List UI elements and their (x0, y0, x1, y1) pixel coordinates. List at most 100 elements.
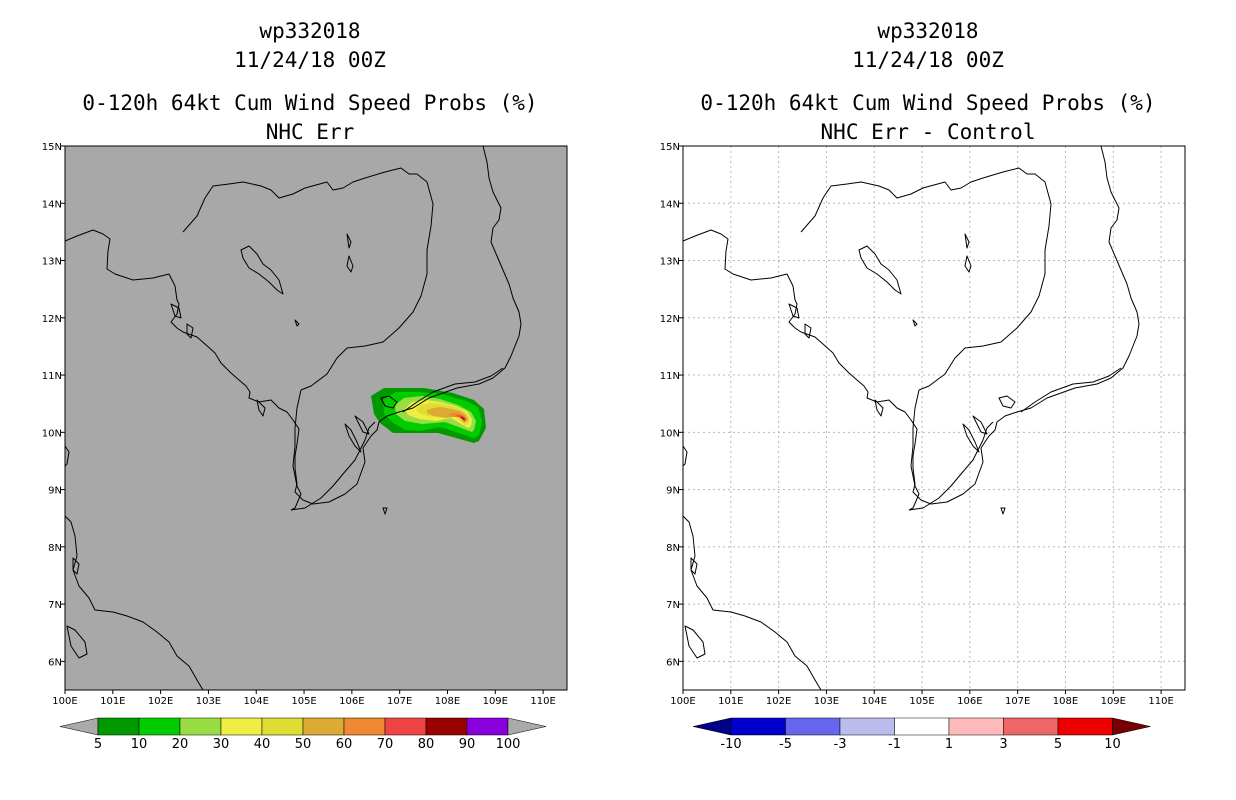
right-title: 0-120h 64kt Cum Wind Speed Probs (%) (700, 91, 1155, 115)
right-lat-label: 12N (660, 314, 680, 325)
left-lon-label: 101E (100, 696, 125, 707)
left-colorbar-box (425, 717, 468, 736)
right-lon-label: 110E (1148, 696, 1173, 707)
left-colorbar-box (220, 717, 263, 736)
right-lon-label: 108E (1053, 696, 1078, 707)
left-colorbar: 5 10 20 30 40 50 60 70 80 90 100 (59, 717, 547, 752)
left-title: 0-120h 64kt Cum Wind Speed Probs (%) (82, 91, 537, 115)
left-lat-label: 9N (48, 486, 62, 497)
left-colorbar-label: 10 (131, 737, 148, 752)
right-colorbar-label: -5 (779, 737, 792, 752)
left-colorbar-box (466, 717, 509, 736)
right-colorbar-label: 5 (1054, 737, 1062, 752)
left-lat-label: 14N (42, 199, 62, 210)
left-colorbar-box (179, 717, 222, 736)
right-lat-label: 8N (666, 543, 680, 554)
right-colorbar-box (1003, 717, 1059, 736)
right-lon-label: 101E (718, 696, 743, 707)
right-lat-label: 11N (660, 371, 680, 382)
right-lon-label: 106E (957, 696, 982, 707)
right-colorbar-box (785, 717, 841, 736)
right-lon-label: 103E (814, 696, 839, 707)
right-colorbar-label: -1 (888, 737, 901, 752)
left-colorbar-label: 70 (377, 737, 394, 752)
prob-contour-60 (448, 413, 467, 422)
left-lon-label: 110E (530, 696, 555, 707)
right-colorbar: -10 -5 -3 -1 1 3 5 10 (692, 717, 1151, 752)
left-lat-label: 7N (48, 600, 62, 611)
left-colorbar-under (59, 717, 99, 736)
right-lon-label: 105E (909, 696, 934, 707)
left-lat-label: 6N (48, 657, 62, 668)
right-lat-label: 6N (666, 657, 680, 668)
left-map (65, 146, 522, 690)
right-colorbar-box (1057, 717, 1113, 736)
left-lon-label: 105E (291, 696, 316, 707)
left-colorbar-label: 30 (213, 737, 230, 752)
left-lon-label: 108E (435, 696, 460, 707)
left-colorbar-box (384, 717, 427, 736)
right-lat-label: 7N (666, 600, 680, 611)
left-lon-label: 106E (339, 696, 364, 707)
right-gridlines (683, 146, 1185, 690)
left-lat-label: 8N (48, 543, 62, 554)
left-colorbar-label: 90 (459, 737, 476, 752)
right-panel: wp332018 11/24/18 00Z 0-120h 64kt Cum Wi… (660, 19, 1186, 752)
left-lon-label: 102E (148, 696, 173, 707)
left-lat-label: 13N (42, 257, 62, 268)
probability-contours (371, 388, 486, 443)
left-colorbar-label: 50 (295, 737, 312, 752)
left-lat-label: 10N (42, 428, 62, 439)
left-lon-label: 104E (244, 696, 269, 707)
left-colorbar-box (343, 717, 386, 736)
prob-contour-50 (427, 407, 468, 423)
right-storm-id: wp332018 (877, 19, 978, 43)
left-lon-label: 100E (52, 696, 77, 707)
left-lon-label: 109E (483, 696, 508, 707)
right-lon-label: 100E (670, 696, 695, 707)
right-lon-label: 109E (1101, 696, 1126, 707)
left-storm-id: wp332018 (259, 19, 360, 43)
right-map-frame (682, 145, 1186, 691)
right-subtitle: NHC Err - Control (821, 120, 1036, 144)
left-colorbar-box (302, 717, 345, 736)
right-datetime: 11/24/18 00Z (852, 48, 1004, 72)
right-lat-label: 14N (660, 199, 680, 210)
left-colorbar-label: 60 (336, 737, 353, 752)
right-lat-label: 10N (660, 428, 680, 439)
right-colorbar-under (692, 717, 732, 736)
prob-contour-70 (455, 415, 466, 421)
left-lat-label: 11N (42, 371, 62, 382)
left-colorbar-label: 100 (496, 737, 521, 752)
right-lon-label: 107E (1005, 696, 1030, 707)
left-colorbar-box (261, 717, 304, 736)
left-map-background (65, 146, 567, 690)
right-lon-label: 104E (862, 696, 887, 707)
prob-contour-80 (460, 417, 465, 420)
right-colorbar-label: 3 (999, 737, 1007, 752)
left-colorbar-label: 5 (94, 737, 102, 752)
right-lon-label: 102E (766, 696, 791, 707)
left-axes: 100E 101E 102E 103E 104E 105E 106E 107E 108E 109E… (42, 142, 556, 707)
left-colorbar-label: 20 (172, 737, 189, 752)
right-colorbar-over (1112, 717, 1151, 736)
right-axes: 100E 101E 102E 103E 104E 105E 106E 107E 108E 109E… (660, 142, 1174, 707)
left-lon-label: 107E (387, 696, 412, 707)
right-colorbar-label: -10 (720, 737, 741, 752)
left-map-frame (64, 145, 568, 691)
left-colorbar-box (97, 717, 140, 736)
right-colorbar-box (948, 717, 1004, 736)
right-colorbar-box (730, 717, 786, 736)
right-colorbar-label: -3 (834, 737, 847, 752)
right-lat-label: 15N (660, 142, 680, 153)
left-colorbar-box (138, 717, 181, 736)
left-datetime: 11/24/18 00Z (234, 48, 386, 72)
right-lat-label: 9N (666, 486, 680, 497)
left-colorbar-label: 40 (254, 737, 271, 752)
right-colorbar-box (839, 717, 895, 736)
right-colorbar-box (894, 717, 950, 736)
right-lat-label: 13N (660, 257, 680, 268)
left-subtitle: NHC Err (266, 120, 355, 144)
right-colorbar-label: 1 (945, 737, 953, 752)
